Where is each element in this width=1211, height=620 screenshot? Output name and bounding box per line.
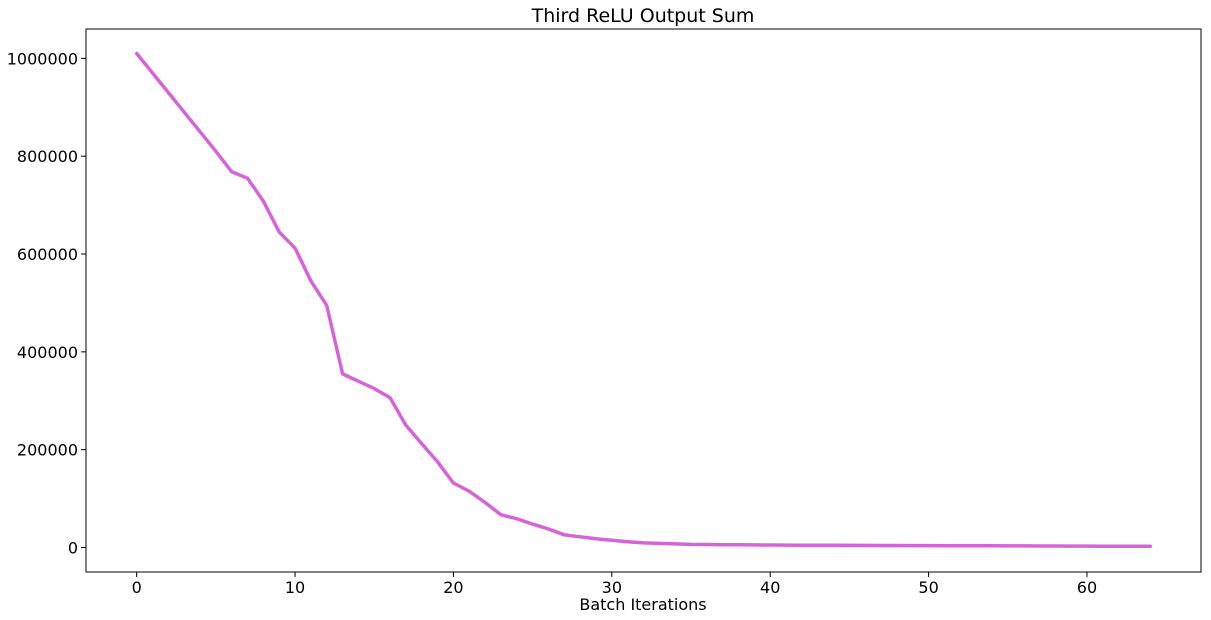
x-tick-label: 20 (443, 578, 463, 597)
series-line-0 (134, 51, 1153, 549)
x-tick-label: 0 (132, 578, 142, 597)
series-layer (134, 51, 1153, 549)
plot-area: 0 10 20 30 40 50 60 0 200000 400000 600000 800000 1… (7, 28, 1202, 597)
x-tick-label: 40 (760, 578, 780, 597)
y-tick-label: 600000 (17, 245, 78, 264)
x-tick-label: 50 (918, 578, 938, 597)
x-axis-ticks: 0 10 20 30 40 50 60 (132, 572, 1097, 597)
y-tick-label: 200000 (17, 441, 78, 460)
x-tick-label: 30 (602, 578, 622, 597)
y-tick-label: 400000 (17, 343, 78, 362)
y-tick-label: 1000000 (7, 49, 78, 68)
y-tick-label: 0 (68, 539, 78, 558)
chart-title: Third ReLU Output Sum (531, 5, 755, 27)
x-tick-label: 60 (1077, 578, 1097, 597)
y-tick-label: 800000 (17, 147, 78, 166)
y-axis-ticks: 0 200000 400000 600000 800000 1000000 (7, 49, 86, 558)
x-axis-label: Batch Iterations (579, 595, 706, 614)
axes-frame (85, 28, 1202, 573)
x-tick-label: 10 (285, 578, 305, 597)
